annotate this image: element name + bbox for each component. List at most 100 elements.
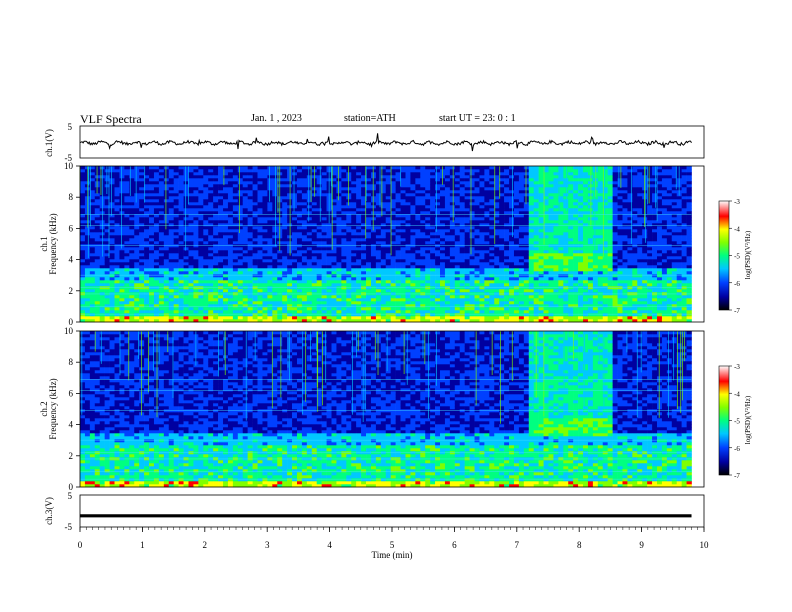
spectrogram-cell [272, 187, 278, 191]
spectrogram-cell [469, 277, 475, 281]
spectrogram-cell [109, 268, 115, 272]
spectrogram-cell [341, 238, 347, 242]
spectrogram-cell [198, 271, 204, 275]
date-label: Jan. 1 , 2023 [251, 113, 302, 124]
spectrogram-cell [528, 214, 535, 218]
spectrogram-cell [430, 208, 436, 212]
spectrogram-cell [326, 301, 332, 305]
spectrogram-cell [104, 238, 110, 242]
spectrogram-cell [139, 289, 145, 293]
spectrogram-cell [509, 205, 515, 209]
spectrogram-cell [124, 175, 130, 179]
spectrogram-cell [277, 295, 283, 299]
spectrogram-cell [336, 217, 342, 221]
spectrogram-cell [227, 301, 234, 305]
spectrogram-cell [247, 214, 253, 218]
spectrogram-cell [410, 202, 416, 206]
spectrogram-cell [124, 277, 130, 281]
spectrogram-cell [173, 316, 179, 320]
spectrogram-cell [218, 235, 224, 239]
spectrogram-cell [173, 208, 179, 212]
spectrogram-cell [277, 271, 283, 275]
spectrogram-cell [523, 262, 530, 266]
spectrogram-cell [321, 298, 327, 302]
spectrogram-cell [380, 193, 387, 197]
spectrogram-cell [321, 319, 327, 323]
spectrogram-cell [292, 220, 298, 224]
spectrogram-cell [213, 271, 219, 275]
spectrogram-cell [252, 172, 258, 176]
spectrogram-cell [114, 265, 120, 269]
spectrogram-cell [479, 175, 485, 179]
spectrogram-cell [504, 214, 510, 218]
spectrogram-cell [459, 298, 465, 302]
spectrogram-cell [163, 166, 170, 170]
spectrogram-cell [518, 241, 525, 245]
spectrogram-cell [104, 178, 110, 182]
spectrogram-cell [341, 241, 347, 245]
spectrogram-cell [454, 256, 461, 260]
spectrogram-cell [218, 208, 224, 212]
spectrogram-cell [440, 235, 446, 239]
spectrogram-cell [479, 313, 485, 317]
spectrogram-cell [538, 205, 544, 209]
spectrogram-cell [513, 229, 520, 233]
spectrogram-cell [257, 238, 263, 242]
spectrogram-cell [518, 238, 525, 242]
spectrogram-cell [395, 193, 401, 197]
spectrogram-cell [543, 208, 549, 212]
spectrogram-cell [548, 295, 554, 299]
spectrogram-cell [449, 289, 456, 293]
spectrogram-cell [109, 205, 115, 209]
spectrogram-cell [494, 181, 500, 185]
spectrogram-cell [415, 184, 421, 188]
spectrogram-cell [119, 319, 125, 323]
spectrogram-cell [282, 283, 288, 287]
spectrogram-cell [385, 226, 391, 230]
spectrogram-cell [262, 208, 268, 212]
spectrogram-cell [153, 241, 160, 245]
spectrogram-cell [242, 235, 248, 239]
spectrogram-cell [134, 235, 140, 239]
spectrogram-cell [395, 256, 401, 260]
spectrogram-cell [134, 217, 140, 221]
spectrogram-cell [533, 304, 539, 308]
spectrogram-cell [213, 235, 219, 239]
spectrogram-cell [134, 268, 140, 272]
spectrogram-cell [321, 226, 327, 230]
spectrogram-cell [509, 202, 515, 206]
spectrogram-cell [405, 298, 411, 302]
spectrogram-cell [440, 310, 446, 314]
spectrogram-cell [119, 214, 125, 218]
spectrogram-cell [89, 241, 96, 245]
spectrogram-cell [484, 274, 490, 278]
spectrogram-cell [149, 301, 155, 305]
spectrogram-cell [533, 310, 539, 314]
spectrogram-cell [405, 217, 411, 221]
spectrogram-cell [173, 301, 179, 305]
spectrogram-cell [301, 169, 308, 173]
spectrogram-cell [410, 214, 416, 218]
spectrogram-cell [218, 307, 224, 311]
spectrogram-cell [208, 208, 214, 212]
spectrogram-cell [361, 232, 367, 236]
spectrogram-cell [223, 190, 229, 194]
spectrogram-cell [272, 190, 278, 194]
spectrogram-cell [326, 295, 332, 299]
spectrogram-cell [287, 271, 293, 275]
spectrogram-cell [415, 271, 421, 275]
spectrogram-cell [237, 211, 244, 215]
spectrogram-cell [188, 214, 194, 218]
spectrogram-cell [94, 199, 101, 203]
spectrogram-cell [306, 265, 313, 269]
spectrogram-cell [430, 190, 436, 194]
spectrogram-cell [129, 241, 135, 245]
spectrogram-cell [528, 316, 535, 320]
spectrogram-cell [523, 268, 530, 272]
spectrogram-cell [203, 208, 209, 212]
spectrogram-cell [124, 178, 130, 182]
spectrogram-cell [144, 301, 150, 305]
spectrogram-cell [504, 301, 510, 305]
spectrogram-cell [528, 253, 535, 257]
spectrogram-cell [144, 298, 150, 302]
